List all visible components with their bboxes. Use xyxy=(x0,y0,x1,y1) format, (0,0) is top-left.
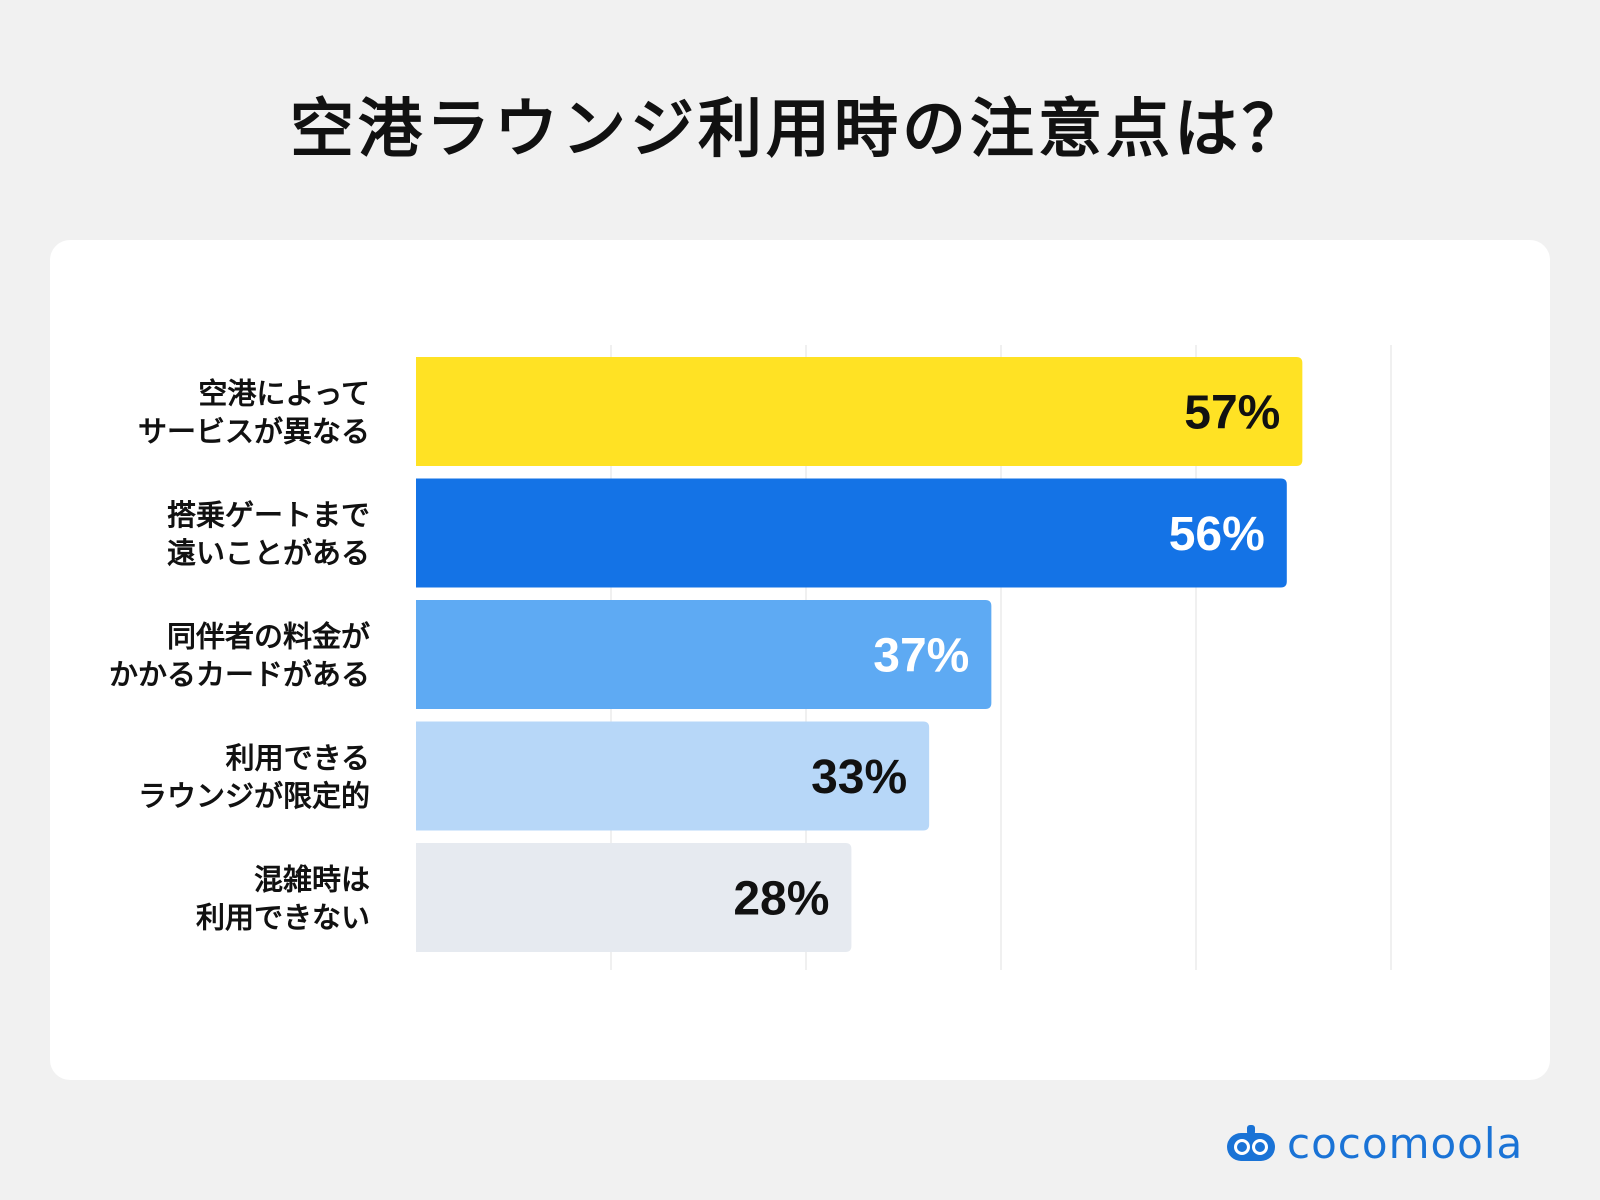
category-label: 遠いことがある xyxy=(167,536,370,570)
bar xyxy=(416,600,992,709)
value-label: 56% xyxy=(1169,508,1265,561)
brand-name: cocomoola xyxy=(1287,1118,1524,1168)
category-labels: 空港によってサービスが異なる搭乗ゲートまで遠いことがある同伴者の料金がかかるカー… xyxy=(109,377,370,935)
value-label: 33% xyxy=(811,751,907,804)
brand-logo: cocomoola xyxy=(1225,1118,1523,1168)
category-label: サービスが異なる xyxy=(138,415,370,449)
chart-title: 空港ラウンジ利用時の注意点は？ xyxy=(290,93,1310,167)
bar xyxy=(416,843,852,952)
value-label: 28% xyxy=(733,873,829,926)
value-labels: 57% 56% 37% 33% 28% xyxy=(733,387,1280,926)
chart-card: 空港によってサービスが異なる搭乗ゲートまで 遠いことがある 同伴者の料金がかかるカー… xyxy=(50,240,1550,1080)
bar-chart: 空港によってサービスが異なる搭乗ゲートまで遠いことがある同伴者の料金がかかるカー… xyxy=(109,345,1392,970)
category-label: ラウンジが限定的 xyxy=(138,779,370,813)
category-label: 空港によって xyxy=(198,377,370,411)
bar xyxy=(416,721,930,831)
category-label: 混雑時は xyxy=(254,863,370,897)
category-label: 利用できる xyxy=(226,741,370,775)
value-label: 57% xyxy=(1184,387,1280,440)
category-label: 搭乗ゲートまで xyxy=(167,498,370,532)
category-label: 利用できない xyxy=(196,901,370,935)
category-label: 同伴者の料金が xyxy=(167,620,370,654)
category-label: かかるカードがある xyxy=(109,658,370,692)
bars xyxy=(416,357,1303,952)
value-label: 37% xyxy=(873,630,969,683)
bar xyxy=(416,478,1287,588)
robot-logo-icon xyxy=(1227,1125,1275,1161)
bar xyxy=(416,357,1303,466)
